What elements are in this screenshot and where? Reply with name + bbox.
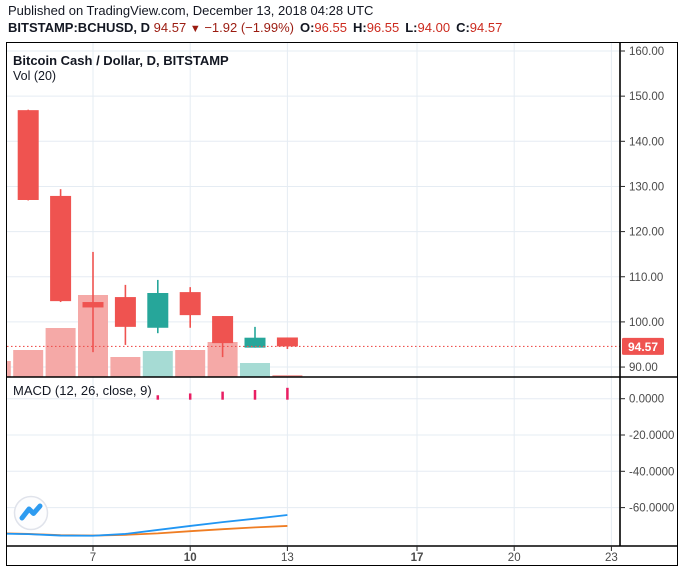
last-price-text: 94.57 [153,20,187,35]
candle-body [114,297,136,327]
candle-body [276,337,298,347]
macd-histogram-bar [253,389,257,400]
macd-tick-label: -40.0000 [629,466,674,478]
candle-body [17,110,39,200]
last-price-badge-label: 94.57 [628,340,658,354]
candle-body [212,316,234,344]
volume-indicator-label: Vol (20) [13,69,57,83]
price-tick-label: 110.00 [629,272,663,284]
x-tick-label: 13 [281,552,294,564]
volume-bar [45,328,76,377]
volume-bar [142,351,173,377]
price-tick-label: 150.00 [629,91,664,103]
macd-tick-label: -60.0000 [629,503,674,515]
symbol-summary-line: BITSTAMP:BCHUSD, D 94.57 ▼ −1.92 (−1.99%… [8,20,502,35]
macd-histogram-bar [286,387,289,400]
macd-tick-label: -20.0000 [629,430,674,442]
candle-body [50,195,72,302]
candle-body [244,337,266,348]
candle-body [147,293,169,328]
candle-body [179,292,201,316]
low-label: L: [405,20,418,35]
volume-bar [240,363,270,377]
chart-canvas: 160.00150.00140.00130.00120.00110.00100.… [0,43,677,564]
price-tick-label: 120.00 [629,227,664,239]
price-change-text: −1.92 (−1.99%) [204,20,294,35]
x-tick-label: 10 [184,552,197,564]
macd-histogram-bar [156,395,160,400]
volume-bar [175,350,206,377]
volume-bar [110,357,141,377]
macd-tick-label: 0.0000 [629,394,664,406]
published-line: Published on TradingView.com, December 1… [8,3,374,18]
macd-histogram-bar [221,391,224,400]
macd-histogram-bar [188,393,192,400]
price-tick-label: 100.00 [629,317,664,329]
chart-title: Bitcoin Cash / Dollar, D, BITSTAMP [13,53,229,68]
down-triangle-icon: ▼ [189,23,201,35]
x-tick-label: 7 [90,552,96,564]
chart-frame: 160.00 150.00 140.00 130.00 120.00 110.00 100.… [0,42,678,566]
symbol-name: BITSTAMP:BCHUSD, D [8,20,151,35]
high-value: 96.55 [366,20,400,35]
volume-bar [7,361,11,377]
tradingview-logo-icon [19,503,43,521]
price-tick-label: 130.00 [629,181,664,193]
chart-pane-title: Bitcoin Cash / Dollar, D, BITSTAMP Vol (… [13,53,229,84]
volume-bar [272,375,303,377]
last-price-badge [622,337,664,355]
close-value: 94.57 [469,20,503,35]
low-value: 94.00 [417,20,451,35]
macd-line [0,514,288,537]
high-label: H: [352,20,367,35]
macd-indicator-label: MACD (12, 26, close, 9) [13,383,152,398]
price-tick-label: 90.00 [629,362,658,374]
price-tick-label: 160.00 [629,46,664,58]
x-tick-label: 23 [605,552,618,564]
close-label: C: [456,20,470,35]
volume-bar [13,350,44,377]
candle-body [82,302,104,308]
price-tick-label: 140.00 [629,136,664,148]
open-label: O: [299,20,315,35]
open-value: 96.55 [314,20,347,35]
x-tick-label: 17 [411,552,424,564]
x-tick-label: 20 [508,552,521,564]
